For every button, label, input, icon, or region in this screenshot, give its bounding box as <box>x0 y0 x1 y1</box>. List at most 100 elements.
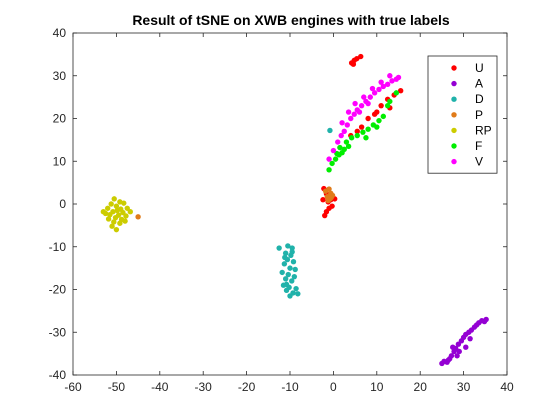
x-tick-label: 30 <box>457 380 471 394</box>
data-point <box>454 353 460 359</box>
data-point <box>360 129 366 135</box>
data-point <box>354 132 360 139</box>
data-point <box>467 335 473 342</box>
data-point <box>326 167 332 173</box>
x-tick-label: -10 <box>281 380 299 394</box>
data-point <box>448 353 455 359</box>
y-tick-label: 0 <box>59 197 66 211</box>
data-point <box>380 113 387 120</box>
data-point <box>339 120 345 126</box>
data-point <box>463 344 469 350</box>
data-point <box>276 245 282 251</box>
data-point <box>351 111 357 117</box>
data-point <box>483 316 489 323</box>
data-point <box>279 269 285 276</box>
data-point <box>344 122 350 128</box>
data-point <box>345 109 352 115</box>
data-point <box>335 139 341 145</box>
data-point <box>341 146 347 152</box>
data-point <box>361 94 367 100</box>
series-p <box>135 186 336 220</box>
data-point <box>378 102 384 109</box>
data-point <box>345 143 352 149</box>
data-point <box>337 144 343 151</box>
data-point <box>384 102 391 109</box>
data-point <box>326 186 332 192</box>
data-point <box>295 291 301 297</box>
data-point <box>287 293 293 299</box>
data-point <box>121 200 127 206</box>
y-tick-label: -40 <box>49 368 67 382</box>
data-point <box>395 74 402 81</box>
data-point <box>322 212 328 219</box>
data-point <box>374 124 380 130</box>
data-point <box>350 61 357 67</box>
data-point <box>367 94 373 100</box>
legend-label: U <box>475 61 484 75</box>
data-point <box>365 115 371 122</box>
x-tick-label: -30 <box>195 380 213 394</box>
series-v <box>326 73 402 162</box>
data-point <box>330 147 337 154</box>
legend-marker <box>451 127 457 134</box>
legend-label: V <box>475 155 483 169</box>
data-point <box>369 85 376 92</box>
data-point <box>376 117 382 124</box>
data-point <box>100 208 107 215</box>
data-point <box>378 79 384 85</box>
x-tick-label: -40 <box>151 380 169 394</box>
data-point <box>105 205 111 211</box>
data-point <box>374 109 380 115</box>
chart-title: Result of tSNE on XWB engines with true … <box>132 12 450 28</box>
y-tick-label: -20 <box>49 283 67 297</box>
data-point <box>365 126 371 132</box>
data-point <box>114 207 120 214</box>
data-point <box>290 259 297 265</box>
data-point <box>291 273 298 280</box>
data-point <box>445 357 452 363</box>
data-point <box>282 250 289 256</box>
data-point <box>135 214 141 220</box>
data-point <box>107 211 113 218</box>
data-point <box>332 156 339 162</box>
series-rp <box>100 196 133 233</box>
data-point <box>111 219 117 225</box>
data-point <box>341 128 347 135</box>
data-point <box>281 261 288 267</box>
x-tick-label: 20 <box>414 380 428 394</box>
legend-marker <box>451 158 457 165</box>
legend-label: P <box>475 108 483 122</box>
data-point <box>354 128 360 135</box>
data-point <box>285 271 291 278</box>
data-point <box>117 220 123 226</box>
series-a <box>439 316 489 367</box>
data-point <box>384 81 391 88</box>
legend-label: D <box>475 92 484 106</box>
y-tick-label: -10 <box>49 240 67 254</box>
data-point <box>293 285 299 292</box>
data-point <box>397 88 404 94</box>
data-point <box>348 115 354 122</box>
data-point <box>287 265 293 271</box>
data-point <box>371 90 378 96</box>
data-point <box>363 135 369 141</box>
data-point <box>329 160 335 167</box>
data-point <box>365 100 371 107</box>
data-point <box>123 213 129 219</box>
x-tick-label: 10 <box>370 380 384 394</box>
data-point <box>292 266 298 273</box>
y-tick-label: 20 <box>53 112 67 126</box>
data-point <box>356 109 363 115</box>
x-tick-label: -60 <box>64 380 82 394</box>
data-point <box>352 100 358 107</box>
data-point <box>105 216 112 222</box>
data-point <box>283 281 290 288</box>
y-tick-label: 30 <box>53 69 67 83</box>
data-point <box>348 135 355 141</box>
data-point <box>111 196 117 202</box>
series-f <box>326 90 400 173</box>
data-point <box>387 98 393 105</box>
data-point <box>326 156 332 162</box>
